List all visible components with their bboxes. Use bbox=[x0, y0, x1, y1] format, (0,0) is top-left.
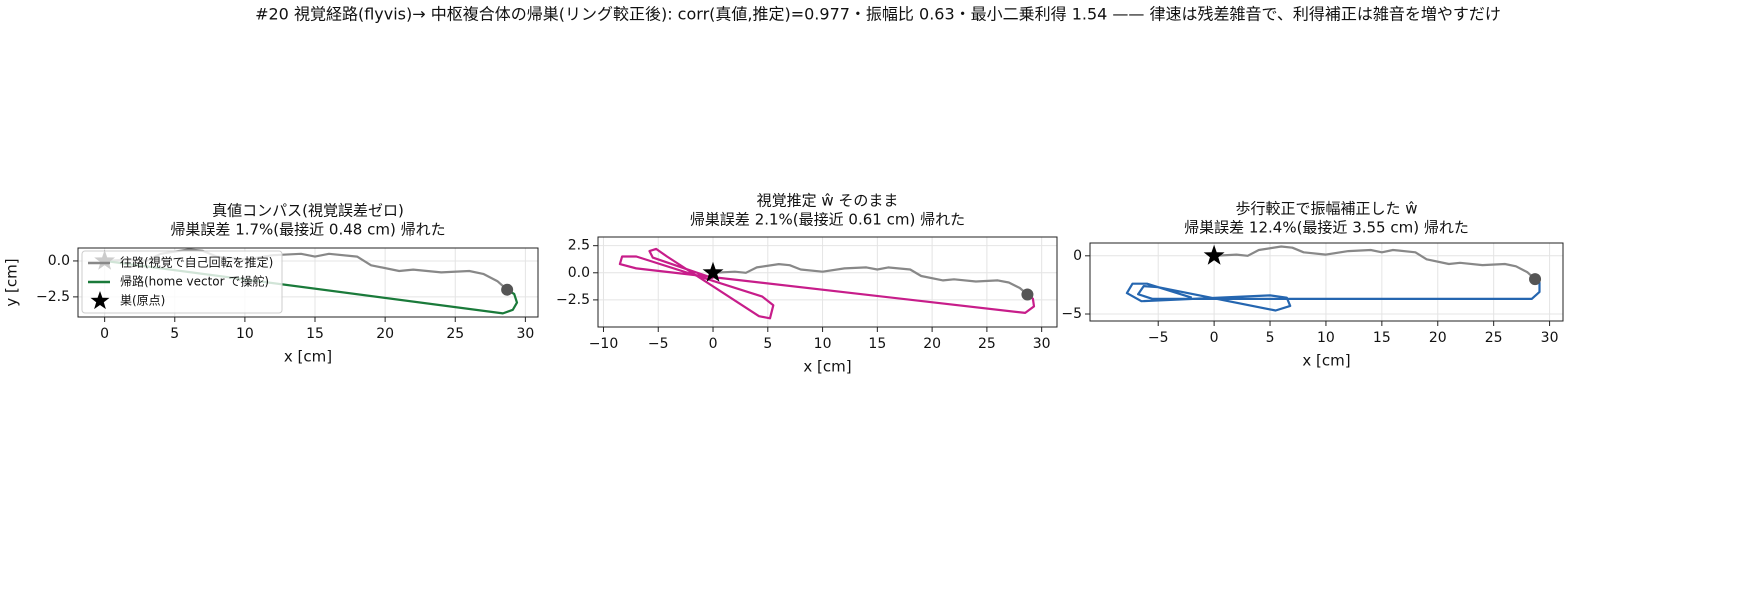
legend-label: 巣(原点) bbox=[120, 294, 165, 308]
x-tick-label: 5 bbox=[763, 336, 772, 352]
x-tick-label: −5 bbox=[1148, 330, 1169, 346]
x-tick-label: 25 bbox=[1485, 330, 1503, 346]
x-tick-label: 0 bbox=[709, 336, 718, 352]
panel-title: 視覚推定 ŵ そのまま bbox=[757, 192, 899, 210]
legend: 往路(視覚で自己回転を推定) 帰路(home vector で操舵) 巣(原点) bbox=[81, 250, 283, 314]
x-tick-label: 25 bbox=[446, 326, 464, 342]
x-tick-label: 15 bbox=[868, 336, 886, 352]
x-tick-label: −10 bbox=[589, 336, 619, 352]
panel-title: 真値コンパス(視覚誤差ゼロ) bbox=[212, 202, 404, 220]
trajectory-line bbox=[104, 259, 519, 315]
y-tick-label: 0.0 bbox=[48, 253, 70, 269]
x-axis-label: x [cm] bbox=[1302, 352, 1350, 370]
x-tick-label: 0 bbox=[1210, 330, 1219, 346]
end-point bbox=[501, 283, 514, 296]
x-tick-label: 10 bbox=[1317, 330, 1335, 346]
x-tick-label: 5 bbox=[1266, 330, 1275, 346]
nest-marker bbox=[1203, 244, 1225, 265]
axes-frame bbox=[597, 236, 1058, 328]
x-tick-label: 10 bbox=[236, 326, 254, 342]
y-tick-label: 0 bbox=[1073, 248, 1082, 264]
y-axis-label: y [cm] bbox=[3, 258, 21, 306]
trajectory-line bbox=[712, 263, 1029, 296]
legend-label: 帰路(home vector で操舵) bbox=[120, 274, 269, 289]
x-tick-label: 10 bbox=[814, 336, 832, 352]
x-tick-label: −5 bbox=[648, 336, 669, 352]
y-tick-label: −2.5 bbox=[36, 289, 70, 305]
trajectory-line bbox=[1214, 245, 1536, 280]
axes-frame bbox=[77, 247, 539, 318]
x-axis-label: x [cm] bbox=[284, 348, 332, 366]
legend-label: 往路(視覚で自己回転を推定) bbox=[120, 255, 273, 270]
figure-title: #20 視覚経路(flyvis)→ 中枢複合体の帰巣(リング較正後): corr… bbox=[255, 5, 1501, 24]
legend-box bbox=[81, 250, 283, 314]
x-tick-label: 30 bbox=[1541, 330, 1559, 346]
end-point bbox=[1529, 273, 1542, 286]
x-tick-label: 30 bbox=[1033, 336, 1051, 352]
y-tick-label: −2.5 bbox=[556, 292, 590, 308]
x-tick-label: 25 bbox=[978, 336, 996, 352]
panel-title: 帰巣誤差 12.4%(最接近 3.55 cm) 帰れた bbox=[1184, 219, 1469, 237]
end-point bbox=[1021, 288, 1034, 301]
x-tick-label: 5 bbox=[170, 326, 179, 342]
nest-marker bbox=[702, 261, 724, 282]
y-tick-label: 2.5 bbox=[568, 238, 590, 254]
x-tick-label: 15 bbox=[306, 326, 324, 342]
x-axis-label: x [cm] bbox=[803, 358, 851, 376]
x-tick-label: 15 bbox=[1373, 330, 1391, 346]
y-tick-label: −5 bbox=[1061, 306, 1082, 322]
axes-frame bbox=[1089, 242, 1564, 322]
panel-title: 帰巣誤差 1.7%(最接近 0.48 cm) 帰れた bbox=[170, 221, 445, 239]
x-tick-label: 30 bbox=[516, 326, 534, 342]
panel-title: 帰巣誤差 2.1%(最接近 0.61 cm) 帰れた bbox=[690, 211, 965, 229]
y-tick-label: 0.0 bbox=[568, 265, 590, 281]
panel-title: 歩行較正で振幅補正した ŵ bbox=[1235, 200, 1417, 218]
trajectory-line bbox=[1125, 278, 1541, 312]
x-tick-label: 20 bbox=[923, 336, 941, 352]
x-tick-label: 20 bbox=[376, 326, 394, 342]
x-tick-label: 0 bbox=[100, 326, 109, 342]
legend-marker bbox=[90, 291, 110, 310]
trajectory-line bbox=[618, 247, 1036, 320]
x-tick-label: 20 bbox=[1429, 330, 1447, 346]
